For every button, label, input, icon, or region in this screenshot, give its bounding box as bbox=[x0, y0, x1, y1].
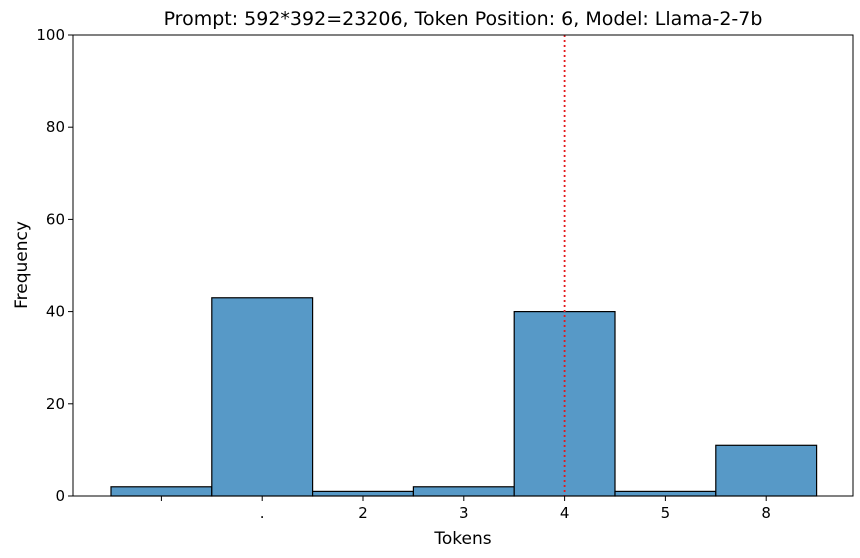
x-tick-label-5: 5 bbox=[661, 504, 671, 522]
plot-frame bbox=[72, 34, 854, 497]
bar-4 bbox=[513, 311, 616, 497]
bar-5 bbox=[614, 490, 717, 497]
y-tick-label-4: 80 bbox=[46, 118, 65, 136]
x-tick-label-2: 2 bbox=[358, 504, 368, 522]
x-axis-ticks: . 2 3 4 5 8 bbox=[160, 496, 771, 522]
y-axis-ticks: 0 20 40 60 80 100 bbox=[36, 26, 73, 505]
bar-0 bbox=[110, 486, 213, 497]
y-tick-label-2: 40 bbox=[46, 303, 65, 321]
x-axis-label: Tokens bbox=[433, 529, 491, 549]
y-tick-label-0: 0 bbox=[55, 487, 65, 505]
bar-6 bbox=[715, 444, 818, 497]
y-tick-label-5: 100 bbox=[36, 26, 65, 44]
bar-3 bbox=[412, 486, 515, 497]
bars-group bbox=[110, 297, 818, 497]
chart-title: Prompt: 592*392=23206, Token Position: 6… bbox=[164, 8, 763, 30]
x-tick-label-4: 4 bbox=[560, 504, 570, 522]
x-tick-label-6: 8 bbox=[761, 504, 771, 522]
x-tick-label-1: . bbox=[260, 504, 265, 522]
bar-2 bbox=[312, 490, 415, 497]
y-tick-label-3: 60 bbox=[46, 210, 65, 228]
bar-1 bbox=[211, 297, 314, 497]
y-tick-label-1: 20 bbox=[46, 395, 65, 413]
y-axis-label: Frequency bbox=[12, 221, 32, 309]
x-tick-label-3: 3 bbox=[459, 504, 469, 522]
